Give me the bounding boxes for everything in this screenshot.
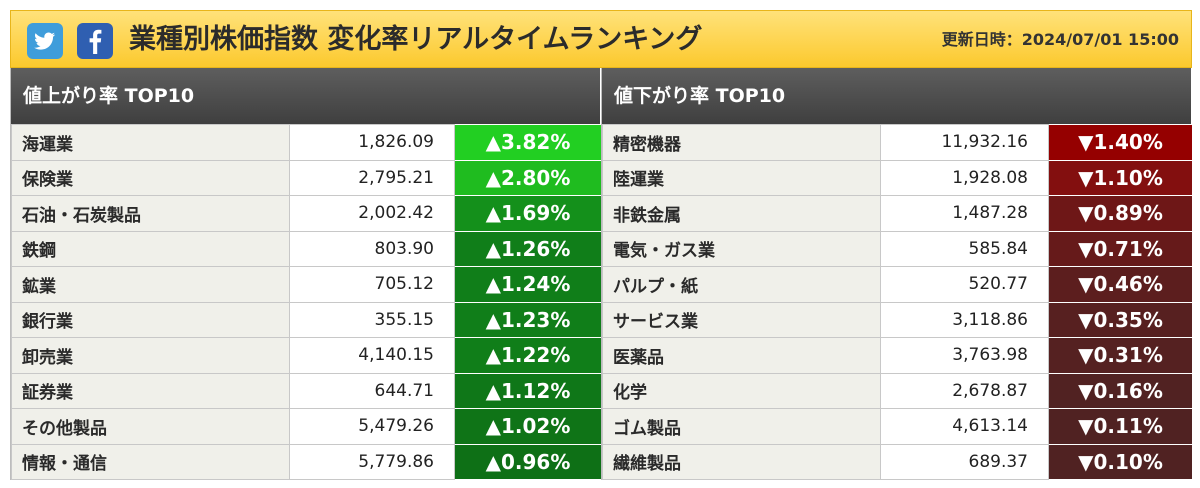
table-row: 精密機器 11,932.16 ▼1.40%: [602, 124, 1193, 161]
change-rate-badge: ▼1.40%: [1048, 124, 1193, 161]
sector-name: 繊維製品: [602, 443, 881, 480]
table-row: 化学 2,678.87 ▼0.16%: [602, 372, 1193, 409]
table-row: その他製品 5,479.26 ▲1.02%: [11, 408, 602, 445]
sector-name: 証券業: [11, 372, 290, 409]
change-rate-badge: ▼1.10%: [1048, 159, 1193, 196]
table-row: 情報・通信 5,779.86 ▲0.96%: [11, 443, 602, 480]
sector-name: 電気・ガス業: [602, 230, 881, 267]
index-value: 689.37: [880, 443, 1049, 480]
index-value: 5,479.26: [289, 408, 455, 445]
index-value: 5,779.86: [289, 443, 455, 480]
sector-name: 情報・通信: [11, 443, 290, 480]
change-rate-badge: ▼0.16%: [1048, 372, 1193, 409]
sector-name: 医薬品: [602, 337, 881, 374]
gainers-table: 海運業 1,826.09 ▲3.82% 保険業 2,795.21 ▲2.80% 石油・石炭製…: [11, 124, 602, 480]
page-title: 業種別株価指数 変化率リアルタイムランキング: [129, 24, 703, 55]
index-value: 803.90: [289, 230, 455, 267]
sector-name: 化学: [602, 372, 881, 409]
sector-name: 精密機器: [602, 124, 881, 161]
index-value: 644.71: [289, 372, 455, 409]
change-rate-badge: ▲1.69%: [454, 195, 602, 232]
table-row: サービス業 3,118.86 ▼0.35%: [602, 301, 1193, 338]
table-row: 保険業 2,795.21 ▲2.80%: [11, 159, 602, 196]
index-value: 705.12: [289, 266, 455, 303]
index-value: 355.15: [289, 301, 455, 338]
change-rate-badge: ▲3.82%: [454, 124, 602, 161]
change-rate-badge: ▲1.22%: [454, 337, 602, 374]
table-row: 卸売業 4,140.15 ▲1.22%: [11, 337, 602, 374]
index-value: 11,932.16: [880, 124, 1049, 161]
change-rate-badge: ▲1.02%: [454, 408, 602, 445]
facebook-share-button[interactable]: [77, 23, 113, 59]
sector-name: ゴム製品: [602, 408, 881, 445]
gainers-panel: 値上がり率 TOP10 海運業 1,826.09 ▲3.82% 保険業 2,795.21…: [10, 68, 602, 480]
table-row: 石油・石炭製品 2,002.42 ▲1.69%: [11, 195, 602, 232]
change-rate-badge: ▼0.10%: [1048, 443, 1193, 480]
table-row: 鉄鋼 803.90 ▲1.26%: [11, 230, 602, 267]
index-value: 1,928.08: [880, 159, 1049, 196]
change-rate-badge: ▲1.26%: [454, 230, 602, 267]
twitter-share-button[interactable]: [27, 23, 63, 59]
update-timestamp: 更新日時：2024/07/01 15:00: [941, 30, 1179, 49]
change-rate-badge: ▼0.71%: [1048, 230, 1193, 267]
index-value: 4,140.15: [289, 337, 455, 374]
index-value: 2,678.87: [880, 372, 1049, 409]
table-row: 陸運業 1,928.08 ▼1.10%: [602, 159, 1193, 196]
index-value: 2,795.21: [289, 159, 455, 196]
sector-name: 銀行業: [11, 301, 290, 338]
table-row: 銀行業 355.15 ▲1.23%: [11, 301, 602, 338]
index-value: 1,487.28: [880, 195, 1049, 232]
change-rate-badge: ▼0.46%: [1048, 266, 1193, 303]
change-rate-badge: ▲1.23%: [454, 301, 602, 338]
table-row: 鉱業 705.12 ▲1.24%: [11, 266, 602, 303]
index-value: 520.77: [880, 266, 1049, 303]
table-row: 電気・ガス業 585.84 ▼0.71%: [602, 230, 1193, 267]
losers-title: 値下がり率 TOP10: [602, 68, 1191, 124]
change-rate-badge: ▼0.31%: [1048, 337, 1193, 374]
change-rate-badge: ▲0.96%: [454, 443, 602, 480]
sector-name: 鉄鋼: [11, 230, 290, 267]
sector-name: 非鉄金属: [602, 195, 881, 232]
table-row: 繊維製品 689.37 ▼0.10%: [602, 443, 1193, 480]
index-value: 3,118.86: [880, 301, 1049, 338]
index-value: 4,613.14: [880, 408, 1049, 445]
table-row: 海運業 1,826.09 ▲3.82%: [11, 124, 602, 161]
change-rate-badge: ▲1.12%: [454, 372, 602, 409]
table-row: 非鉄金属 1,487.28 ▼0.89%: [602, 195, 1193, 232]
index-value: 2,002.42: [289, 195, 455, 232]
header-bar: 業種別株価指数 変化率リアルタイムランキング 更新日時：2024/07/01 1…: [10, 10, 1192, 68]
change-rate-badge: ▲1.24%: [454, 266, 602, 303]
gainers-title: 値上がり率 TOP10: [11, 68, 600, 124]
sector-name: 陸運業: [602, 159, 881, 196]
sector-name: 石油・石炭製品: [11, 195, 290, 232]
table-row: ゴム製品 4,613.14 ▼0.11%: [602, 408, 1193, 445]
table-row: パルプ・紙 520.77 ▼0.46%: [602, 266, 1193, 303]
losers-panel: 値下がり率 TOP10 精密機器 11,932.16 ▼1.40% 陸運業 1,928.…: [601, 68, 1193, 480]
index-value: 3,763.98: [880, 337, 1049, 374]
twitter-icon: [34, 32, 55, 50]
change-rate-badge: ▼0.11%: [1048, 408, 1193, 445]
table-row: 医薬品 3,763.98 ▼0.31%: [602, 337, 1193, 374]
sector-name: サービス業: [602, 301, 881, 338]
change-rate-badge: ▼0.89%: [1048, 195, 1193, 232]
change-rate-badge: ▲2.80%: [454, 159, 602, 196]
ranking-widget: 業種別株価指数 変化率リアルタイムランキング 更新日時：2024/07/01 1…: [10, 10, 1193, 480]
losers-table: 精密機器 11,932.16 ▼1.40% 陸運業 1,928.08 ▼1.10% 非鉄金属…: [602, 124, 1193, 480]
change-rate-badge: ▼0.35%: [1048, 301, 1193, 338]
index-value: 585.84: [880, 230, 1049, 267]
sector-name: 卸売業: [11, 337, 290, 374]
facebook-icon: [89, 29, 102, 54]
sector-name: その他製品: [11, 408, 290, 445]
table-row: 証券業 644.71 ▲1.12%: [11, 372, 602, 409]
sector-name: 海運業: [11, 124, 290, 161]
sector-name: 鉱業: [11, 266, 290, 303]
index-value: 1,826.09: [289, 124, 455, 161]
sector-name: パルプ・紙: [602, 266, 881, 303]
sector-name: 保険業: [11, 159, 290, 196]
